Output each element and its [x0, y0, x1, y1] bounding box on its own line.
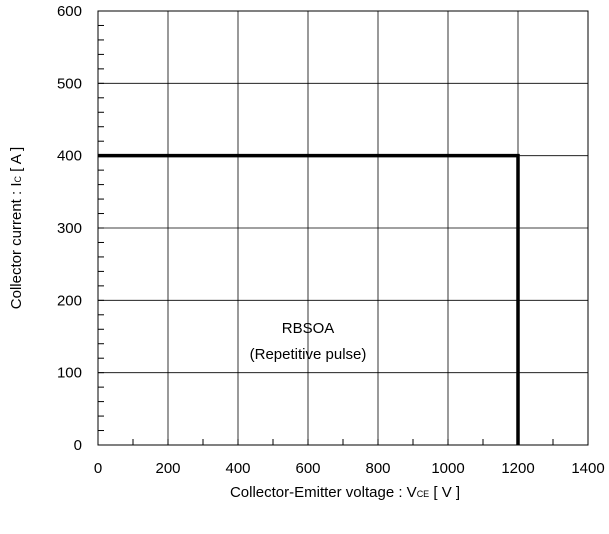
x-axis-label-main: Collector-Emitter voltage : V: [230, 484, 417, 501]
y-axis-label: Collector current : IC [ A ]: [8, 147, 25, 309]
x-tick-label: 0: [94, 460, 102, 477]
y-tick-labels: 0 100 200 300 400 500 600: [57, 3, 82, 454]
x-tick-label: 800: [365, 460, 390, 477]
x-tick-label: 400: [225, 460, 250, 477]
x-axis-label-sub: CE: [417, 489, 430, 499]
grid-lines: [98, 11, 588, 445]
y-axis-label-unit: [ A ]: [8, 147, 25, 176]
x-tick-labels: 0 200 400 600 800 1000 1200 1400: [94, 460, 605, 477]
annotation-text: RBSOA: [282, 320, 335, 337]
x-axis-label: Collector-Emitter voltage : VCE [ V ]: [230, 484, 460, 501]
x-tick-label: 1400: [571, 460, 604, 477]
x-axis-label-unit: [ V ]: [429, 484, 460, 501]
x-tick-label: 200: [155, 460, 180, 477]
x-tick-label: 600: [295, 460, 320, 477]
y-tick-label: 100: [57, 365, 82, 382]
x-tick-label: 1200: [501, 460, 534, 477]
y-tick-label: 300: [57, 220, 82, 237]
y-tick-label: 400: [57, 148, 82, 165]
annotation-text: (Repetitive pulse): [250, 346, 367, 363]
y-tick-label: 500: [57, 75, 82, 92]
y-tick-label: 600: [57, 3, 82, 20]
y-axis-label-main: Collector current : I: [8, 182, 25, 309]
y-tick-label: 200: [57, 292, 82, 309]
x-tick-label: 1000: [431, 460, 464, 477]
y-tick-label: 0: [74, 437, 82, 454]
